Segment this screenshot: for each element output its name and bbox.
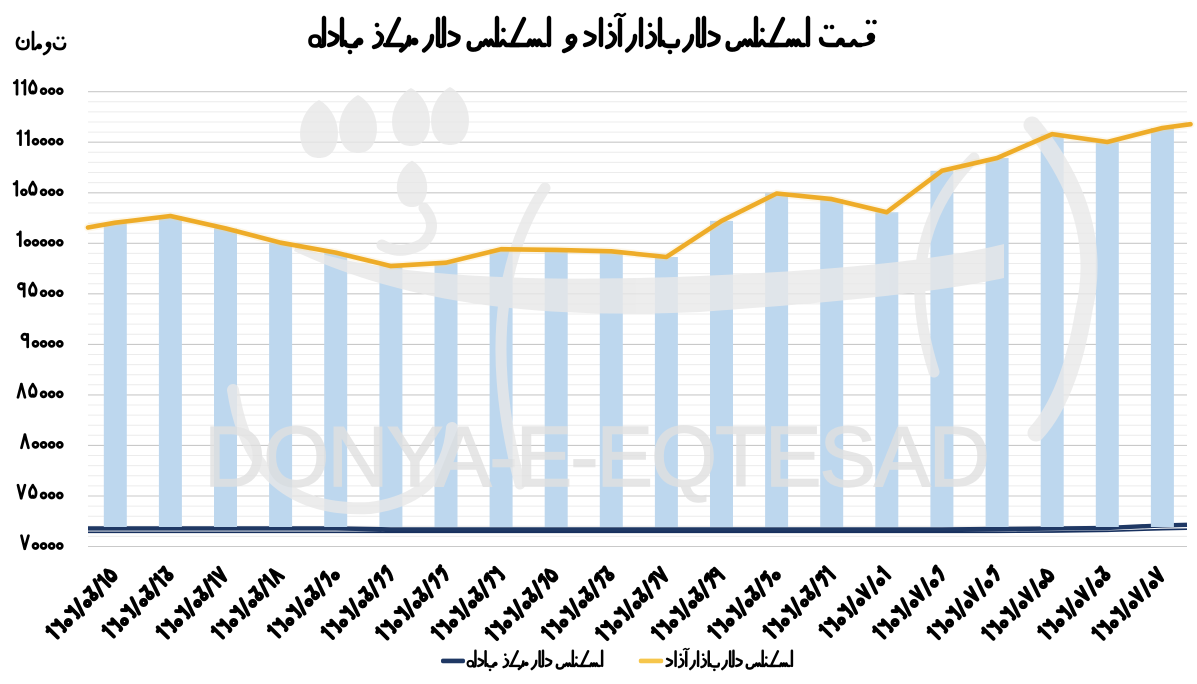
svg-text:DONYA-E-EQTESAD: DONYA-E-EQTESAD [204,410,990,505]
